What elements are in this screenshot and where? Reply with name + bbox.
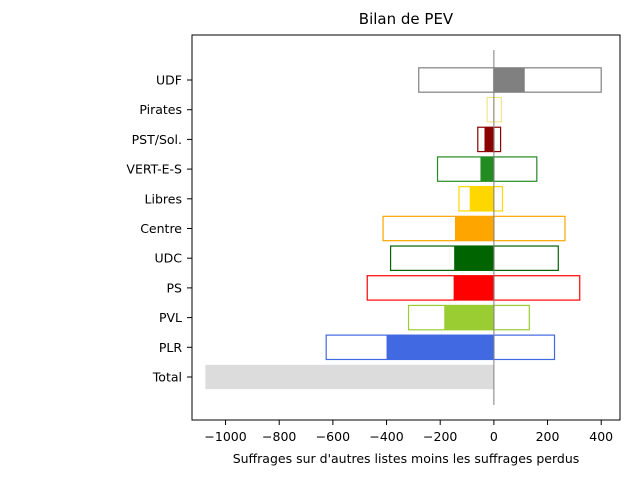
bar-gained-5 xyxy=(493,215,566,242)
y-tick-label-6: Libres xyxy=(145,191,182,206)
bar-net-6 xyxy=(469,186,494,211)
bar-gained-3 xyxy=(493,275,581,301)
bar-gained-4 xyxy=(493,245,559,271)
bar-gained-7 xyxy=(493,156,538,182)
chart-title: Bilan de PEV xyxy=(359,10,454,28)
y-tick-label-9: Pirates xyxy=(139,102,182,117)
bar-gained-9 xyxy=(493,96,502,123)
bar-net-0 xyxy=(205,364,494,390)
x-tick-label-5: 0 xyxy=(490,429,498,444)
y-tick-label-5: Centre xyxy=(140,221,182,236)
x-axis-label: Suffrages sur d'autres listes moins les … xyxy=(233,451,580,466)
y-tick-label-1: PLR xyxy=(159,340,183,355)
plot-frame xyxy=(191,34,621,421)
x-tick-label-7: 400 xyxy=(589,429,613,444)
bar-lost-10 xyxy=(418,67,495,93)
x-tick-label-4: −200 xyxy=(423,429,457,444)
bar-gained-6 xyxy=(493,186,504,212)
bar-net-4 xyxy=(454,246,494,271)
bar-lost-9 xyxy=(486,96,495,123)
x-tick-label-6: 200 xyxy=(536,429,560,444)
bar-net-3 xyxy=(453,275,494,301)
bar-gained-8 xyxy=(493,126,502,153)
bar-net-8 xyxy=(484,127,494,152)
x-tick-label-0: −1000 xyxy=(204,429,246,444)
plot-area: Total PLR PVL PS UDC Centre Libres VERT-E-S PST/… xyxy=(126,50,613,444)
bar-net-5 xyxy=(454,216,494,241)
y-tick-label-2: PVL xyxy=(159,310,182,325)
y-tick-label-10: UDF xyxy=(156,73,182,88)
bar-net-2 xyxy=(444,305,494,330)
bar-net-10 xyxy=(493,67,525,93)
bar-net-1 xyxy=(386,335,494,360)
y-tick-label-7: VERT-E-S xyxy=(126,162,182,177)
x-tick-label-1: −800 xyxy=(262,429,296,444)
x-tick-label-3: −400 xyxy=(369,429,403,444)
y-tick-label-4: UDC xyxy=(154,251,182,266)
bar-gained-1 xyxy=(493,334,556,361)
y-tick-label-3: PS xyxy=(167,280,183,295)
bar-net-7 xyxy=(480,156,494,182)
y-tick-label-8: PST/Sol. xyxy=(132,132,182,147)
x-tick-label-2: −600 xyxy=(316,429,350,444)
y-tick-label-0: Total xyxy=(152,370,182,385)
bar-gained-2 xyxy=(493,304,530,331)
